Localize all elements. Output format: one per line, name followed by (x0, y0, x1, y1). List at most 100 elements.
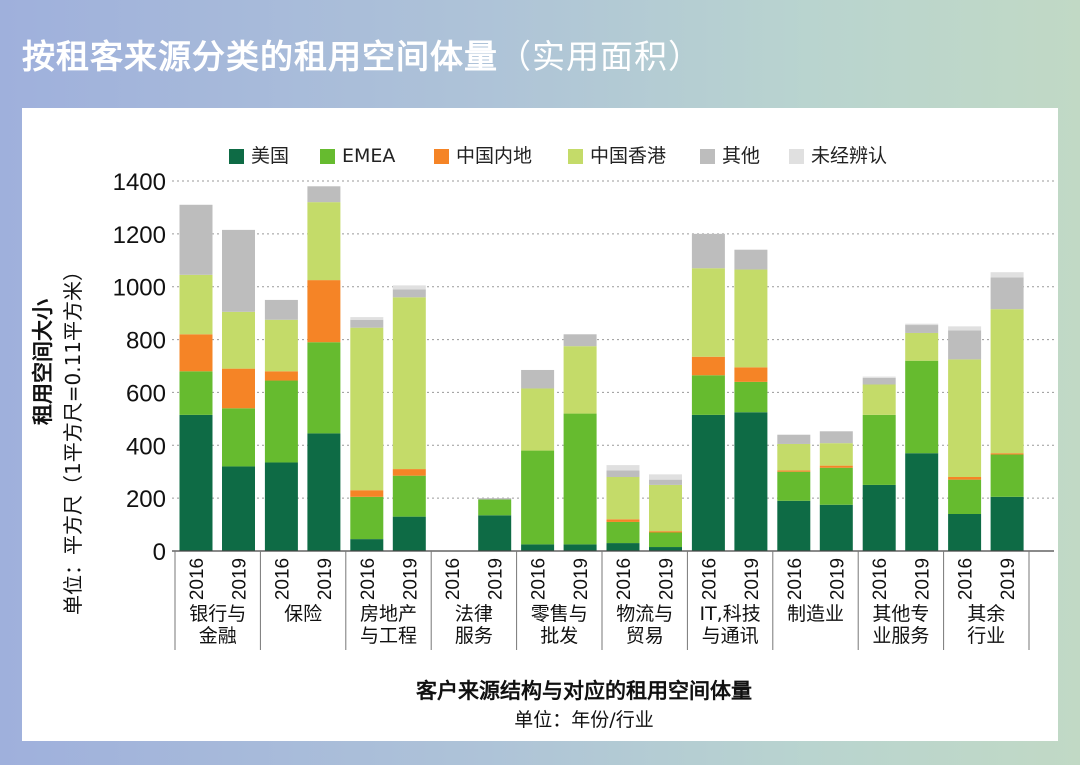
bar-segment (606, 521, 640, 544)
bar-segment (649, 479, 682, 485)
y-tick-label: 1000 (113, 275, 166, 302)
bar-segment (990, 309, 1024, 454)
bar-segment (905, 323, 939, 326)
bar-segment (350, 490, 384, 497)
year-tick-label: 2019 (657, 558, 678, 600)
bar-segment (222, 466, 255, 551)
bar-segment (649, 532, 682, 548)
legend-label: EMEA (342, 145, 395, 167)
category-label: 保险 (284, 603, 322, 625)
bar-segment (862, 484, 896, 551)
bar-segment (777, 470, 811, 472)
bar-segment (819, 465, 853, 468)
legend-label: 其他 (722, 145, 760, 167)
category-label: 金融 (199, 625, 237, 647)
year-tick-label: 2016 (785, 558, 806, 600)
category-label: 行业 (967, 625, 1005, 647)
bar-segment (563, 334, 597, 347)
bar-segment (734, 381, 768, 413)
bar-segment (264, 380, 298, 463)
legend-label: 未经辨认 (811, 145, 887, 167)
bar-segment (905, 453, 939, 551)
bar-segment (392, 516, 426, 551)
chart-panel: 0 200 400 600 800 1000 1200 1400 2016 2019 银行与 金融 20… (22, 108, 1058, 741)
category-label: 其余 (967, 603, 1005, 625)
y-tick-label: 200 (126, 486, 166, 513)
year-tick-label: 2016 (529, 558, 550, 600)
legend: 美国 EMEA 中国内地 中国香港 其他 未经辨认 (229, 145, 887, 167)
bar-segment (777, 500, 811, 551)
bar-segment (563, 413, 597, 545)
bar-segment (606, 477, 640, 520)
bar-segment (948, 477, 982, 480)
bar-segment (734, 269, 768, 368)
bar-segment (222, 229, 255, 312)
bar-segment (392, 289, 426, 298)
year-tick-label: 2016 (614, 558, 635, 600)
title-suffix: （实用面积） (498, 37, 702, 76)
y-tick-label: 400 (126, 433, 166, 460)
year-tick-label: 2019 (913, 558, 934, 600)
category-label: 贸易 (626, 625, 664, 647)
bar-segment (862, 376, 896, 378)
category-label: 制造业 (787, 603, 844, 625)
category-label: 服务 (455, 625, 493, 647)
bar-segment (350, 327, 384, 491)
bar-segment (264, 371, 298, 381)
bar-segment (521, 388, 555, 451)
bar-segment (948, 359, 982, 477)
bar-segment (521, 544, 555, 551)
bar-segment (948, 479, 982, 514)
bar-segment (307, 280, 341, 343)
year-tick-label: 2016 (443, 558, 464, 600)
category-label: 房地产 (360, 603, 417, 625)
title-main: 按租客来源分类的租用空间体量 (22, 37, 498, 76)
bar-segment (948, 326, 982, 331)
bar-segment (350, 496, 384, 540)
x-axis-unit-note: 单位：年份/行业 (514, 709, 653, 731)
legend-swatch (434, 149, 449, 164)
category-label: IT,科技 (699, 603, 760, 625)
bar-segment (179, 371, 213, 415)
bar-segment (777, 443, 811, 471)
axis-labels: 租用空间大小 单位：平方尺（1平方尺=0.11平方米） 客户来源结构与对应的租用… (31, 261, 752, 731)
bar-segment (222, 311, 255, 369)
category-label: 银行与 (189, 603, 246, 625)
year-tick-label: 2019 (571, 558, 592, 600)
bar-segment (691, 375, 725, 415)
bar-segment (392, 469, 426, 476)
bar-segment (264, 319, 298, 372)
bar-segment (990, 277, 1024, 310)
bar-segment (819, 431, 853, 444)
page-title: 按租客来源分类的租用空间体量（实用面积） (22, 30, 702, 78)
bar-segment (563, 544, 597, 551)
year-tick-label: 2019 (486, 558, 507, 600)
bar-segment (350, 317, 384, 320)
category-label: 与通讯 (702, 625, 759, 647)
legend-swatch (700, 149, 715, 164)
bar-segment (350, 319, 384, 328)
bar-segment (392, 297, 426, 470)
bar-segment (606, 519, 640, 522)
bar-segment (563, 346, 597, 414)
legend-swatch (229, 149, 244, 164)
year-tick-label: 2016 (956, 558, 977, 600)
bar-segment (307, 433, 341, 551)
bar-segment (606, 465, 640, 471)
bar-segment (307, 202, 341, 281)
y-tick-label: 1400 (113, 169, 166, 196)
bar-segment (734, 412, 768, 551)
category-label: 物流与 (616, 603, 673, 625)
bar-segment (521, 369, 555, 389)
category-label: 法律 (455, 603, 493, 625)
bar-segment (222, 408, 255, 467)
bar-segment (649, 474, 682, 480)
bar-segment (179, 204, 213, 275)
bar-segment (862, 377, 896, 385)
bar-segment (691, 414, 725, 551)
bar-segment (691, 233, 725, 269)
year-tick-label: 2019 (400, 558, 421, 600)
bar-segment (478, 515, 512, 551)
bar-segment (819, 504, 853, 551)
